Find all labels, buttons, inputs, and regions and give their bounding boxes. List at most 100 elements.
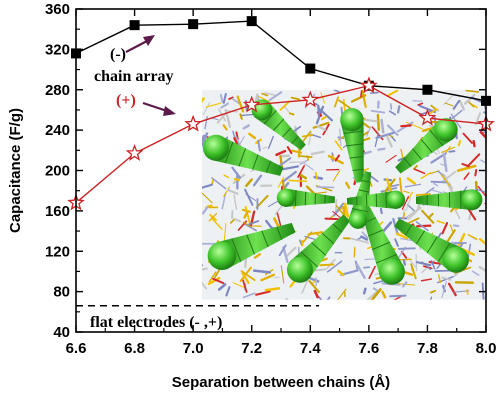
molecule-stick: [475, 188, 487, 193]
molecule-stick: [467, 208, 477, 221]
molecule-stick: [397, 247, 416, 250]
molecule-stick: [326, 296, 331, 300]
molecule-stick: [404, 183, 422, 188]
molecule-stick: [441, 222, 449, 235]
molecule-stick: [462, 132, 473, 144]
molecule-stick: [203, 102, 211, 115]
molecule-stick: [376, 113, 380, 131]
molecule-stick: [413, 168, 426, 175]
molecule-stick: [334, 140, 343, 151]
annotation-arrows: [125, 35, 176, 116]
molecule-stick: [388, 110, 397, 116]
data-point: [418, 108, 437, 126]
molecule-stick: [360, 90, 363, 98]
molecule-stick: [334, 154, 341, 162]
molecule-stick: [201, 282, 208, 290]
molecule-stick: [428, 260, 441, 265]
y-tick-label: 280: [45, 82, 70, 99]
x-axis-title: Separation between chains (Å): [172, 374, 390, 391]
molecule-stick: [280, 265, 285, 284]
molecule-stick: [415, 221, 429, 232]
molecule-stick: [211, 179, 214, 185]
rod-segment: [415, 230, 426, 245]
molecule-stick: [236, 95, 245, 113]
molecule-stick: [386, 124, 399, 136]
molecule-stick: [210, 217, 223, 230]
molecule-stick: [264, 287, 281, 292]
molecule-stick: [298, 239, 302, 245]
rod-segment: [272, 118, 285, 131]
molecule-stick: [222, 124, 228, 131]
molecule-stick: [337, 269, 345, 277]
molecule-stick: [421, 261, 432, 271]
molecule-stick: [452, 224, 460, 228]
molecule-stick: [255, 194, 269, 209]
data-point: [184, 114, 203, 132]
molecule-stick: [380, 118, 385, 134]
rod-segment: [429, 129, 444, 146]
molecule-stick: [286, 246, 297, 257]
molecule-stick: [314, 171, 318, 180]
molecule-stick: [361, 89, 367, 108]
molecule-stick: [281, 170, 297, 183]
molecule-stick: [319, 263, 335, 267]
molecule-stick: [463, 172, 470, 180]
molecule-stick: [456, 164, 477, 172]
molecule-stick: [264, 92, 275, 96]
molecule-stick: [472, 139, 476, 148]
rod-segment: [346, 143, 364, 147]
molecule-stick: [243, 222, 257, 232]
molecule-stick: [207, 276, 221, 286]
molecule-stick: [297, 165, 306, 178]
molecule-stick: [377, 147, 386, 151]
molecule-stick: [458, 100, 465, 111]
molecule-stick: [400, 124, 412, 128]
molecule-stick: [257, 139, 261, 152]
rod-segment: [311, 242, 327, 256]
y-tick-label: 120: [45, 243, 70, 260]
molecule-stick: [430, 180, 448, 184]
molecule-stick: [201, 97, 205, 104]
molecule-stick: [232, 130, 236, 138]
chain-array-label: chain array: [94, 68, 174, 85]
molecule-stick: [441, 276, 452, 281]
arrow-icon: [125, 40, 148, 53]
molecule-stick: [461, 162, 470, 168]
molecule-stick: [353, 246, 356, 258]
molecule-stick: [307, 231, 323, 236]
molecule-stick: [201, 264, 204, 267]
molecule-stick: [412, 164, 418, 170]
molecule-stick: [385, 177, 392, 193]
molecule-stick: [401, 281, 408, 288]
molecule-stick: [211, 177, 227, 190]
molecule-stick: [368, 265, 376, 280]
molecule-stick: [252, 174, 263, 187]
molecule-stick: [467, 234, 478, 240]
molecule-stick: [201, 134, 206, 145]
molecule-stick: [298, 173, 308, 180]
rod-cap: [443, 246, 469, 273]
molecule-stick: [406, 177, 417, 185]
molecule-stick: [231, 166, 242, 179]
molecule-stick: [244, 205, 251, 225]
x-tick-label: 6.8: [124, 340, 145, 357]
molecule-stick: [389, 294, 407, 298]
molecule-stick: [332, 170, 341, 182]
molecule-stick: [442, 152, 448, 173]
molecule-stick: [223, 186, 231, 197]
molecule-stick: [225, 286, 231, 297]
x-tick-label: 7.2: [241, 340, 262, 357]
molecule-stick: [227, 189, 239, 195]
chain-rod: [285, 188, 336, 207]
molecule-stick: [261, 92, 269, 97]
molecule-stick: [242, 124, 250, 130]
rod-cap: [276, 188, 296, 207]
molecule-stick: [248, 220, 260, 226]
molecule-stick: [421, 209, 435, 224]
rod-segment: [276, 226, 283, 240]
y-tick-label: 80: [53, 284, 70, 301]
molecule-stick: [222, 93, 227, 104]
rod-segment: [371, 241, 391, 251]
rod-segment: [291, 135, 299, 144]
molecule-stick: [381, 290, 387, 299]
